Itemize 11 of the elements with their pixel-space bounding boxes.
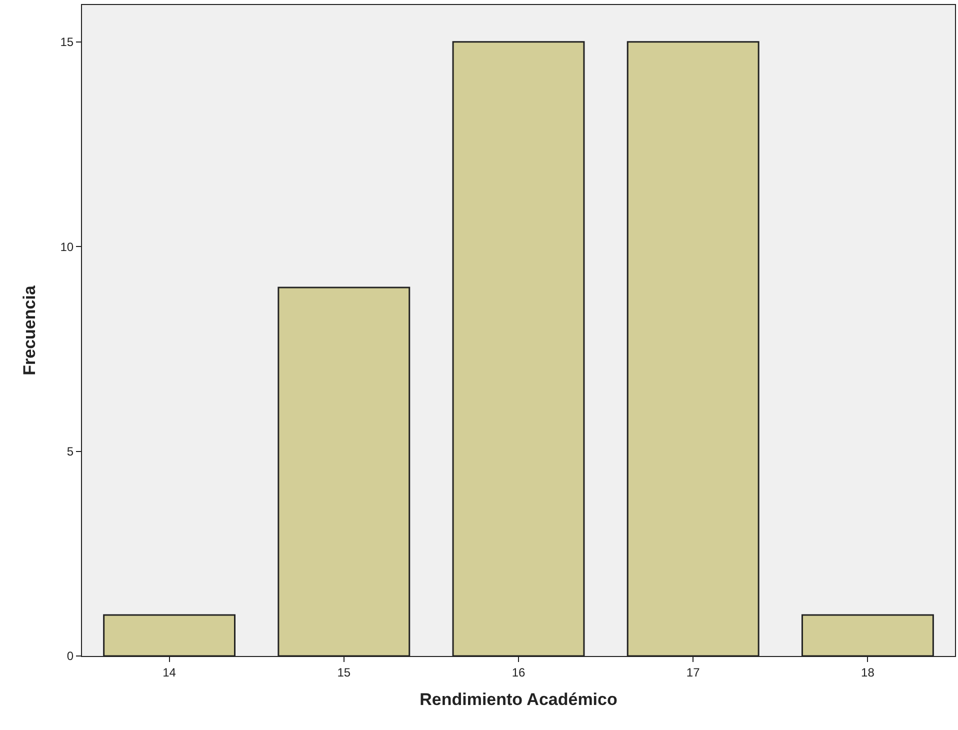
x-tick-label: 14 <box>162 665 176 680</box>
x-tick-label: 16 <box>512 665 526 680</box>
y-tick-label: 10 <box>60 240 74 254</box>
y-tick-label: 0 <box>66 649 74 664</box>
y-tick-label: 5 <box>66 444 74 458</box>
y-axis-title: Frecuencia <box>20 285 39 376</box>
y-tick-label: 15 <box>60 35 74 50</box>
x-tick-label: 17 <box>686 665 700 680</box>
x-axis-title: Rendimiento Académico <box>420 690 618 709</box>
x-tick-label: 18 <box>861 665 875 680</box>
x-tick-label: 15 <box>337 665 351 680</box>
